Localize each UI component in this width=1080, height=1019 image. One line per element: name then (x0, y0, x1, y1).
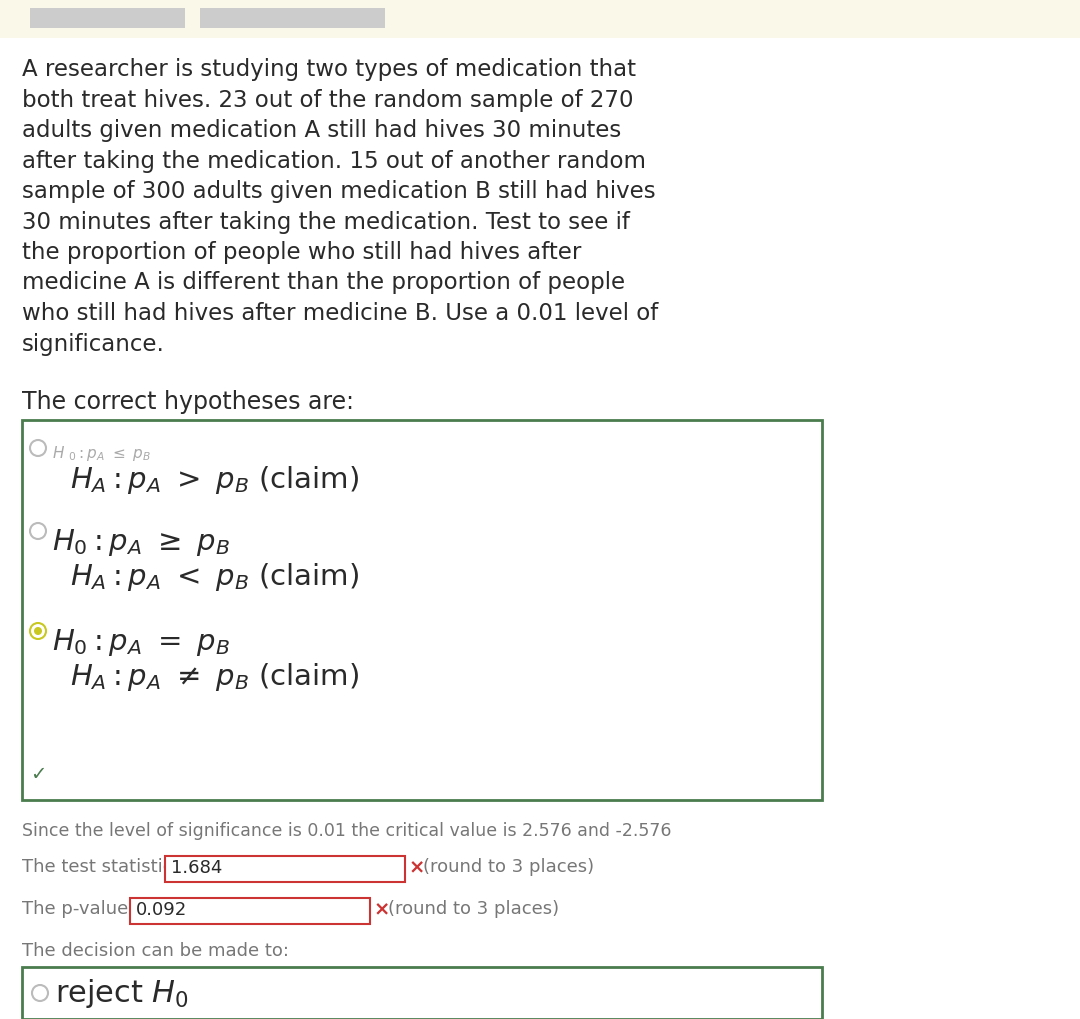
Text: $H\ _{0}:p_{A}\ \leq\ p_{B}$: $H\ _{0}:p_{A}\ \leq\ p_{B}$ (52, 444, 151, 463)
Circle shape (30, 623, 46, 639)
Text: $H_{0}:p_{A}\ \geq\ p_{B}$: $H_{0}:p_{A}\ \geq\ p_{B}$ (52, 527, 230, 558)
Text: $H_{0}:p_{A}\ =\ p_{B}$: $H_{0}:p_{A}\ =\ p_{B}$ (52, 627, 230, 658)
Text: ✓: ✓ (30, 765, 46, 784)
FancyBboxPatch shape (30, 8, 185, 28)
Text: The correct hypotheses are:: The correct hypotheses are: (22, 390, 354, 414)
FancyBboxPatch shape (22, 420, 822, 800)
FancyBboxPatch shape (22, 967, 822, 1019)
Text: sample of 300 adults given medication B still had hives: sample of 300 adults given medication B … (22, 180, 656, 203)
Text: 30 minutes after taking the medication. Test to see if: 30 minutes after taking the medication. … (22, 211, 630, 233)
Circle shape (32, 985, 48, 1001)
Circle shape (30, 440, 46, 455)
Text: reject $\mathit{H}_{0}$: reject $\mathit{H}_{0}$ (55, 976, 189, 1010)
FancyBboxPatch shape (200, 8, 384, 28)
Text: (round to 3 places): (round to 3 places) (423, 858, 594, 876)
Circle shape (30, 523, 46, 539)
Text: A researcher is studying two types of medication that: A researcher is studying two types of me… (22, 58, 636, 81)
Text: ×: × (374, 900, 390, 919)
Text: significance.: significance. (22, 332, 165, 356)
Text: 0.092: 0.092 (136, 901, 187, 919)
Text: The decision can be made to:: The decision can be made to: (22, 942, 289, 960)
Text: (round to 3 places): (round to 3 places) (388, 900, 559, 918)
FancyBboxPatch shape (165, 856, 405, 882)
FancyBboxPatch shape (130, 898, 370, 924)
Text: $H_{A}:p_{A}\ <\ p_{B}\ \mathrm{(claim)}$: $H_{A}:p_{A}\ <\ p_{B}\ \mathrm{(claim)}… (70, 561, 360, 593)
Text: after taking the medication. 15 out of another random: after taking the medication. 15 out of a… (22, 150, 646, 172)
Text: adults given medication A still had hives 30 minutes: adults given medication A still had hive… (22, 119, 621, 142)
Text: $H_{A}:p_{A}\ >\ p_{B}\ \mathrm{(claim)}$: $H_{A}:p_{A}\ >\ p_{B}\ \mathrm{(claim)}… (70, 464, 360, 496)
Text: medicine A is different than the proportion of people: medicine A is different than the proport… (22, 271, 625, 294)
Text: 1.684: 1.684 (171, 859, 222, 877)
Text: ×: × (409, 858, 426, 877)
Text: both treat hives. 23 out of the random sample of 270: both treat hives. 23 out of the random s… (22, 89, 634, 111)
FancyBboxPatch shape (0, 0, 1080, 38)
Circle shape (33, 627, 42, 635)
Text: who still had hives after medicine B. Use a 0.01 level of: who still had hives after medicine B. Us… (22, 302, 658, 325)
Text: the proportion of people who still had hives after: the proportion of people who still had h… (22, 242, 581, 264)
Text: The test statistic is:: The test statistic is: (22, 858, 199, 876)
Text: $H_{A}:p_{A}\ \neq\ p_{B}\ \mathrm{(claim)}$: $H_{A}:p_{A}\ \neq\ p_{B}\ \mathrm{(clai… (70, 661, 360, 693)
Text: The p-value is:: The p-value is: (22, 900, 154, 918)
Text: Since the level of significance is 0.01 the critical value is 2.576 and -2.576: Since the level of significance is 0.01 … (22, 822, 672, 840)
